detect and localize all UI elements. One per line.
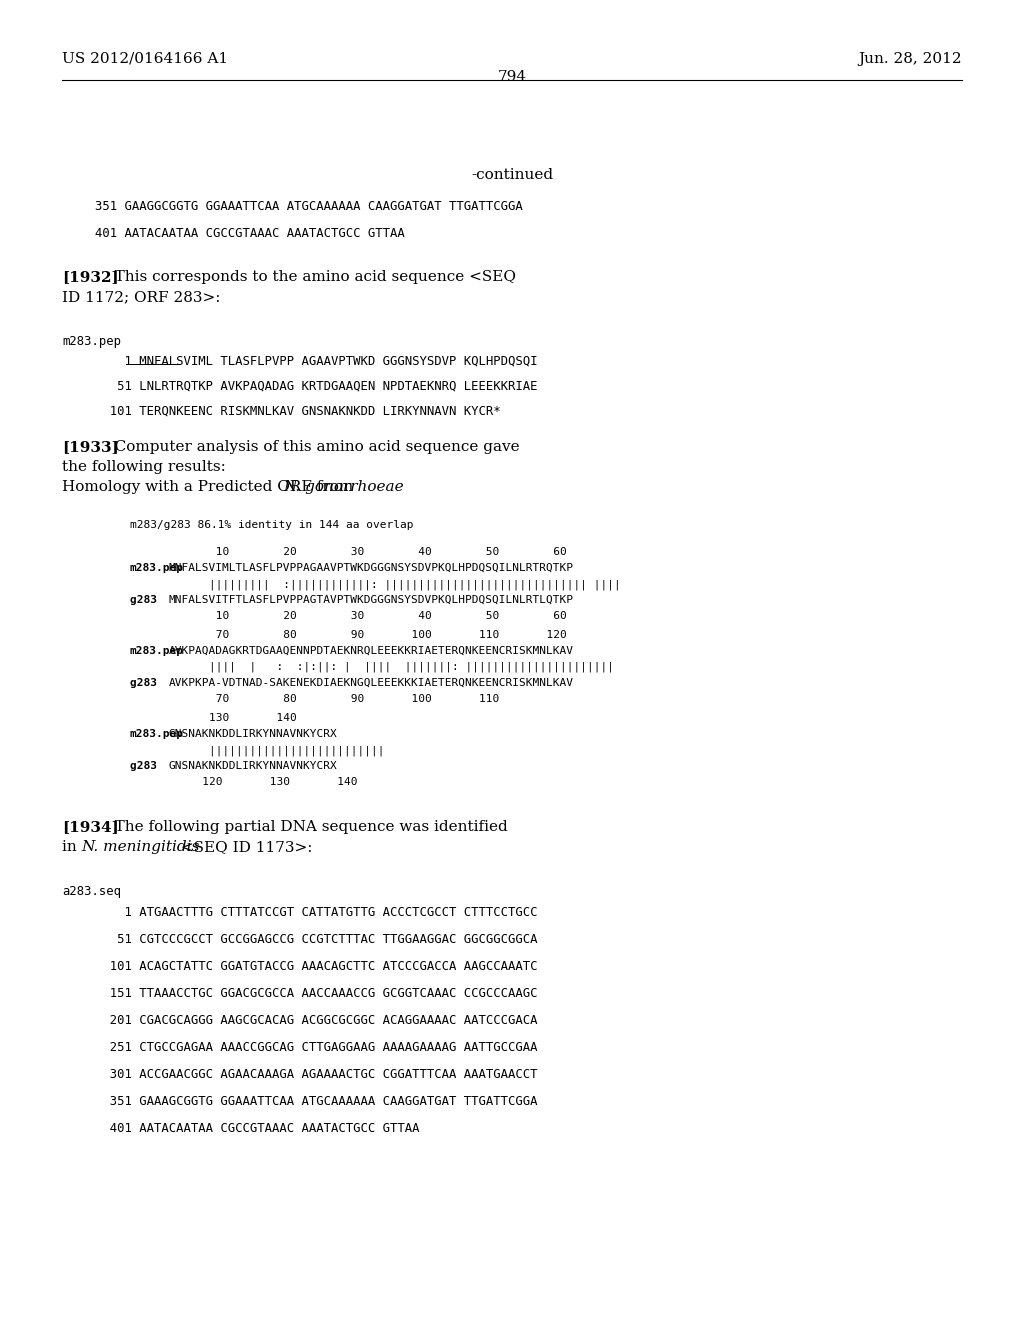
Text: 51 LNLRTRQTKP AVKPAQADAG KRTDGAAQEN NPDTAEKNRQ LEEEKKRIAE: 51 LNLRTRQTKP AVKPAQADAG KRTDGAAQEN NPDT…	[95, 380, 538, 393]
Text: This corresponds to the amino acid sequence <SEQ: This corresponds to the amino acid seque…	[100, 271, 516, 284]
Text: 101 TERQNKEENC RISKMNLKAV GNSNAKNKDD LIRKYNNAVN KYCR*: 101 TERQNKEENC RISKMNLKAV GNSNAKNKDD LIR…	[95, 405, 501, 418]
Text: 10        20        30        40        50        60: 10 20 30 40 50 60	[155, 611, 566, 620]
Text: 401 AATACAATAA CGCCGTAAAC AAATACTGCC GTTAA: 401 AATACAATAA CGCCGTAAAC AAATACTGCC GTT…	[95, 227, 404, 240]
Text: g283: g283	[130, 595, 184, 605]
Text: m283.pep: m283.pep	[130, 645, 184, 656]
Text: <SEQ ID 1173>:: <SEQ ID 1173>:	[176, 840, 312, 854]
Text: MNFALSVITFTLASFLPVPPAGTAVPTWKDGGGNSYSDVPKQLHPDQSQILNLRTLQTKP: MNFALSVITFTLASFLPVPPAGTAVPTWKDGGGNSYSDVP…	[169, 595, 573, 605]
Text: |||||||||  :||||||||||||: |||||||||||||||||||||||||||||| ||||: ||||||||| :||||||||||||: |||||||||||||||…	[155, 579, 621, 590]
Text: 351 GAAGGCGGTG GGAAATTCAA ATGCAAAAAA CAAGGATGAT TTGATTCGGA: 351 GAAGGCGGTG GGAAATTCAA ATGCAAAAAA CAA…	[95, 201, 522, 213]
Text: 70        80        90       100       110: 70 80 90 100 110	[155, 694, 500, 704]
Text: [1932]: [1932]	[62, 271, 119, 284]
Text: MNFALSVIMLTLASFLPVPPAGAAVPTWKDGGGNSYSDVPKQLHPDQSQILNLRTRQTKP: MNFALSVIMLTLASFLPVPPAGAAVPTWKDGGGNSYSDVP…	[169, 564, 573, 573]
Text: a283.seq: a283.seq	[62, 884, 121, 898]
Text: N. meningitidis: N. meningitidis	[81, 840, 200, 854]
Text: The following partial DNA sequence was identified: The following partial DNA sequence was i…	[100, 820, 508, 834]
Text: 1 MNFALSVIML TLASFLPVPP AGAAVPTWKD GGGNSYSDVP KQLHPDQSQI: 1 MNFALSVIML TLASFLPVPP AGAAVPTWKD GGGNS…	[95, 355, 538, 368]
Text: 351 GAAAGCGGTG GGAAATTCAA ATGCAAAAAA CAAGGATGAT TTGATTCGGA: 351 GAAAGCGGTG GGAAATTCAA ATGCAAAAAA CAA…	[95, 1096, 538, 1107]
Text: in: in	[62, 840, 82, 854]
Text: m283.pep: m283.pep	[130, 564, 184, 573]
Text: 10        20        30        40        50        60: 10 20 30 40 50 60	[155, 546, 566, 557]
Text: g283: g283	[130, 762, 184, 771]
Text: ||||||||||||||||||||||||||: ||||||||||||||||||||||||||	[155, 744, 384, 755]
Text: 51 CGTCCCGCCT GCCGGAGCCG CCGTCTTTAC TTGGAAGGAC GGCGGCGGCA: 51 CGTCCCGCCT GCCGGAGCCG CCGTCTTTAC TTGG…	[95, 933, 538, 946]
Text: 401 AATACAATAA CGCCGTAAAC AAATACTGCC GTTAA: 401 AATACAATAA CGCCGTAAAC AAATACTGCC GTT…	[95, 1122, 420, 1135]
Text: 794: 794	[498, 70, 526, 84]
Text: Jun. 28, 2012: Jun. 28, 2012	[858, 51, 962, 66]
Text: 101 ACAGCTATTC GGATGTACCG AAACAGCTTC ATCCCGACCA AAGCCAAATC: 101 ACAGCTATTC GGATGTACCG AAACAGCTTC ATC…	[95, 960, 538, 973]
Text: 120       130       140: 120 130 140	[155, 777, 357, 787]
Text: 70        80        90       100       110       120: 70 80 90 100 110 120	[155, 630, 566, 640]
Text: AVKPAQADAGKRTDGAAQENNPDTAEKNRQLEEEKKRIAETERQNKEENCRISKMNLKAV: AVKPAQADAGKRTDGAAQENNPDTAEKNRQLEEEKKRIAE…	[169, 645, 573, 656]
Text: Computer analysis of this amino acid sequence gave: Computer analysis of this amino acid seq…	[100, 440, 519, 454]
Text: US 2012/0164166 A1: US 2012/0164166 A1	[62, 51, 228, 66]
Text: 201 CGACGCAGGG AAGCGCACAG ACGGCGCGGC ACAGGAAAAC AATCCCGACA: 201 CGACGCAGGG AAGCGCACAG ACGGCGCGGC ACA…	[95, 1014, 538, 1027]
Text: the following results:: the following results:	[62, 459, 226, 474]
Text: [1933]: [1933]	[62, 440, 119, 454]
Text: 151 TTAAACCTGC GGACGCGCCA AACCAAACCG GCGGTCAAAC CCGCCCAAGC: 151 TTAAACCTGC GGACGCGCCA AACCAAACCG GCG…	[95, 987, 538, 1001]
Text: 301 ACCGAACGGC AGAACAAAGA AGAAAACTGC CGGATTTCAA AAATGAACCT: 301 ACCGAACGGC AGAACAAAGA AGAAAACTGC CGG…	[95, 1068, 538, 1081]
Text: m283.pep: m283.pep	[62, 335, 121, 348]
Text: m283/g283 86.1% identity in 144 aa overlap: m283/g283 86.1% identity in 144 aa overl…	[130, 520, 414, 531]
Text: g283: g283	[130, 678, 184, 688]
Text: -continued: -continued	[471, 168, 553, 182]
Text: Homology with a Predicted ORF from: Homology with a Predicted ORF from	[62, 480, 358, 494]
Text: ID 1172; ORF 283>:: ID 1172; ORF 283>:	[62, 290, 220, 304]
Text: GNSNAKNKDDLIRKYNNAVNKYCRX: GNSNAKNKDDLIRKYNNAVNKYCRX	[169, 762, 337, 771]
Text: m283.pep: m283.pep	[130, 729, 184, 739]
Text: N. gonorrhoeae: N. gonorrhoeae	[284, 480, 404, 494]
Text: ||||  |   :  :|:||: |  ||||  |||||||: ||||||||||||||||||||||: |||| | : :|:||: | |||| |||||||: ||||||||…	[155, 663, 614, 672]
Text: 251 CTGCCGAGAA AAACCGGCAG CTTGAGGAAG AAAAGAAAAG AATTGCCGAA: 251 CTGCCGAGAA AAACCGGCAG CTTGAGGAAG AAA…	[95, 1041, 538, 1053]
Text: GNSNAKNKDDLIRKYNNAVNKYCRX: GNSNAKNKDDLIRKYNNAVNKYCRX	[169, 729, 337, 739]
Text: AVKPKPA-VDTNAD-SAKENEKDIAEKNGQLEEEKKKIAETERQNKEENCRISKMNLKAV: AVKPKPA-VDTNAD-SAKENEKDIAEKNGQLEEEKKKIAE…	[169, 678, 573, 688]
Text: [1934]: [1934]	[62, 820, 119, 834]
Text: 1 ATGAACTTTG CTTTATCCGT CATTATGTTG ACCCTCGCCT CTTTCCTGCC: 1 ATGAACTTTG CTTTATCCGT CATTATGTTG ACCCT…	[95, 906, 538, 919]
Text: 130       140: 130 140	[155, 713, 297, 723]
